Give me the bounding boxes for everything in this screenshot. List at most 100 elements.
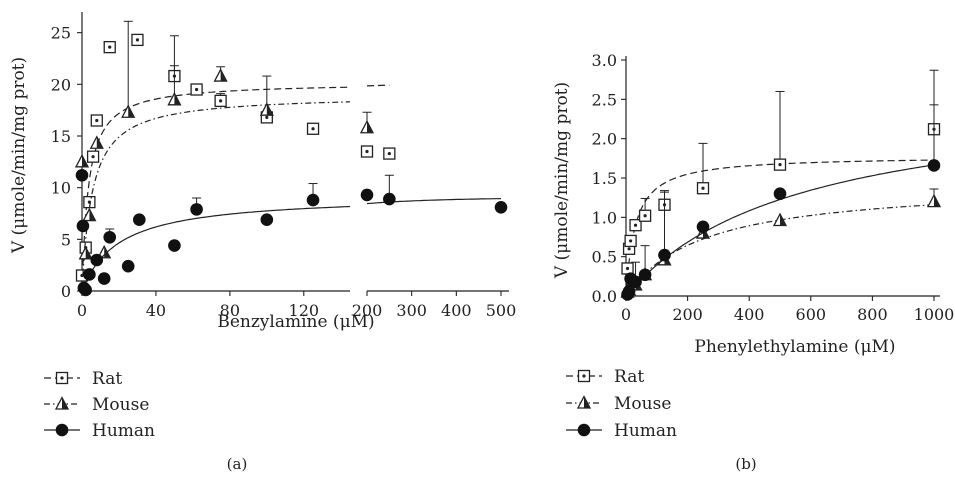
- point-a-human-7: [103, 230, 117, 244]
- point-b-rat-0-dot: [625, 266, 630, 271]
- x-tick-label-a-400: 400: [441, 301, 472, 320]
- point-b-rat-3-dot: [633, 223, 638, 227]
- x-tick-label-a-200: 200: [352, 301, 383, 320]
- point-a-human-12: [260, 213, 274, 226]
- legend-label-mouse: Mouse: [92, 395, 149, 415]
- legend-marker-rat-dot: [60, 376, 64, 380]
- panel-label-a: (a): [227, 455, 248, 473]
- point-a-rat-6-dot: [135, 38, 140, 42]
- y-axis-title-b: V (μmole/min/mg prot): [552, 82, 572, 279]
- point-a-mouse-8-fill: [266, 104, 273, 115]
- point-b-rat-2-dot: [629, 239, 633, 243]
- y-tick-label-b-2.5: 2.5: [592, 90, 617, 109]
- x-tick-label-a-120: 120: [289, 301, 320, 320]
- fit-curve-a-rat: [82, 86, 350, 265]
- point-a-rat-4-dot: [95, 118, 99, 123]
- y-tick-label-a-5: 5: [61, 230, 71, 249]
- legend-marker-mouse-fill: [584, 397, 590, 408]
- point-a-rat-5-dot: [108, 45, 112, 49]
- point-a-human-8: [121, 259, 135, 273]
- x-tick-label-a-40: 40: [146, 301, 166, 320]
- point-b-rat-1-dot: [627, 247, 631, 251]
- point-a-human-10: [168, 239, 181, 252]
- point-a-rat-3-dot: [91, 155, 95, 159]
- fit-curve-a-human: [82, 205, 351, 289]
- legend-b: Rat Mouse Human: [566, 367, 677, 441]
- point-a-mouse-2-fill: [89, 209, 95, 221]
- x-axis-label-a: Benzylamine (μM): [217, 312, 374, 332]
- point-b-mouse-6-fill: [780, 214, 786, 226]
- point-b-human-5: [658, 248, 671, 262]
- point-a-human-5: [90, 253, 104, 267]
- point-a-mouse-9-fill: [367, 121, 373, 133]
- point-a-rat-12-dot: [365, 149, 369, 154]
- point-b-human-1: [622, 284, 636, 298]
- x-tick-label-b-800: 800: [857, 305, 888, 324]
- fit-curve-a-mouse: [82, 101, 351, 275]
- x-tick-label-b-200: 200: [672, 305, 703, 324]
- point-a-rat-13-dot: [387, 151, 391, 156]
- point-a-rat-0-dot: [80, 273, 84, 278]
- legend-a: Rat Mouse Human: [44, 369, 155, 441]
- point-b-rat-7-dot: [778, 163, 782, 167]
- x-tick-label-b-600: 600: [796, 305, 827, 324]
- y-tick-label-b-0.5: 0.5: [592, 248, 617, 267]
- point-b-human-4: [638, 268, 652, 282]
- point-a-human-13: [306, 193, 320, 207]
- point-b-human-3: [629, 275, 642, 289]
- y-tick-label-a-15: 15: [51, 127, 71, 146]
- y-tick-label-b-1.0: 1.0: [592, 208, 617, 227]
- x-tick-label-b-0: 0: [621, 305, 631, 324]
- chart-panel-a: V (μmole/min/mg prot) Benzylamine (μM) R…: [9, 12, 517, 473]
- point-a-human-0: [75, 168, 89, 182]
- legend-marker-rat-dot: [582, 374, 586, 378]
- x-axis-label-b: Phenylethylamine (μM): [694, 337, 895, 357]
- panel-label-b: (b): [735, 455, 756, 473]
- legend-marker-mouse-fill: [62, 398, 68, 409]
- point-a-human-1: [76, 219, 90, 233]
- point-a-rat-9-dot: [219, 99, 223, 103]
- point-a-mouse-0-fill: [82, 155, 88, 167]
- legend-marker-human: [55, 423, 69, 437]
- point-a-human-9: [132, 213, 146, 226]
- point-b-human-7: [773, 187, 787, 201]
- point-b-mouse-7-fill: [934, 195, 940, 207]
- legend-label-rat: Rat: [92, 369, 122, 389]
- y-tick-label-a-25: 25: [51, 24, 71, 43]
- x-tick-label-a-0: 0: [77, 301, 87, 320]
- point-a-human-16: [494, 201, 508, 214]
- x-tick-label-b-400: 400: [734, 305, 765, 324]
- x-tick-label-a-500: 500: [486, 301, 517, 320]
- legend-label-mouse: Mouse: [614, 394, 671, 414]
- y-tick-label-b-0.0: 0.0: [592, 287, 617, 306]
- x-tick-label-a-300: 300: [396, 301, 427, 320]
- y-tick-label-b-1.5: 1.5: [592, 169, 617, 188]
- point-a-human-15: [383, 192, 396, 206]
- point-a-mouse-6-fill: [174, 93, 180, 105]
- point-b-human-8: [927, 159, 941, 172]
- point-a-mouse-3-fill: [96, 137, 103, 148]
- y-tick-label-a-10: 10: [51, 179, 71, 198]
- point-a-human-3: [79, 283, 92, 297]
- x-tick-label-b-1000: 1000: [914, 305, 955, 324]
- legend-label-rat: Rat: [614, 367, 644, 387]
- y-axis-label-a: V (μmole/min/mg prot): [9, 57, 29, 254]
- point-a-rat-8-dot: [194, 87, 199, 92]
- x-tick-label-a-80: 80: [220, 301, 240, 320]
- y-tick-label-a-20: 20: [51, 75, 71, 94]
- point-a-mouse-1-fill: [85, 247, 92, 259]
- legend-marker-human: [577, 423, 591, 437]
- y-axis-label-b: V (μmole/min/mg prot): [552, 82, 572, 279]
- fit-curve-a-right-rat: [366, 84, 390, 87]
- point-a-human-4: [83, 268, 96, 281]
- point-a-mouse-5-fill: [128, 106, 134, 117]
- point-b-rat-4-dot: [643, 214, 647, 218]
- legend-label-human: Human: [92, 421, 155, 441]
- y-tick-label-b-3.0: 3.0: [592, 51, 617, 70]
- point-a-human-6: [97, 272, 111, 285]
- point-b-human-6: [696, 220, 710, 234]
- point-a-mouse-7-fill: [220, 70, 227, 81]
- y-tick-label-a-0: 0: [61, 282, 71, 301]
- point-a-rat-11-dot: [311, 127, 315, 131]
